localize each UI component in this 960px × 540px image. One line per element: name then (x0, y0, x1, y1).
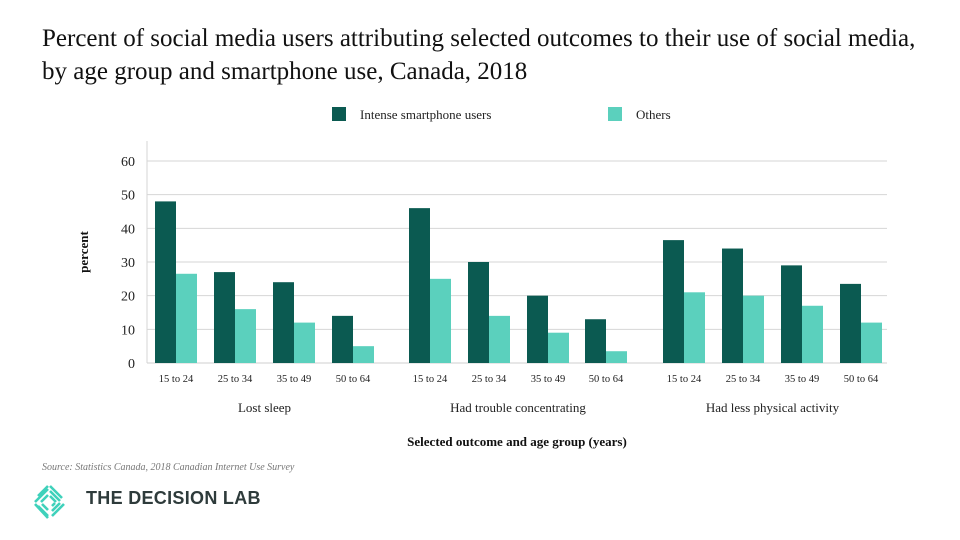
bar-intense (585, 319, 606, 363)
x-tick-label: 50 to 64 (844, 374, 879, 385)
bar-others (606, 351, 627, 363)
bar-intense (332, 315, 353, 363)
y-tick-label: 40 (121, 222, 135, 237)
bar-intense (273, 282, 294, 363)
x-tick-label: 35 to 49 (531, 374, 565, 385)
x-tick-label: 15 to 24 (667, 374, 702, 385)
bar-intense (214, 272, 235, 363)
bar-others (861, 322, 882, 363)
bar-others (548, 332, 569, 363)
bar-others (489, 315, 510, 363)
y-tick-label: 60 (121, 155, 135, 170)
y-tick-label: 0 (128, 357, 135, 372)
x-tick-label: 15 to 24 (413, 374, 448, 385)
y-axis-title: percent (76, 231, 91, 273)
bar-others (235, 309, 256, 363)
legend-swatch (332, 107, 346, 121)
x-tick-label: 25 to 34 (726, 374, 761, 385)
bar-others (353, 346, 374, 363)
bar-others (684, 292, 705, 363)
bar-others (743, 295, 764, 363)
bar-intense (527, 295, 548, 363)
group-label: Had less physical activity (706, 400, 840, 415)
source-note: Source: Statistics Canada, 2018 Canadian… (42, 462, 295, 473)
bar-others (430, 278, 451, 363)
y-tick-label: 10 (121, 323, 135, 338)
x-tick-label: 50 to 64 (336, 374, 371, 385)
group-label: Lost sleep (238, 400, 291, 415)
x-tick-label: 35 to 49 (785, 374, 819, 385)
bar-intense (722, 248, 743, 363)
bar-intense (468, 262, 489, 363)
bar-others (802, 305, 823, 363)
y-tick-label: 20 (121, 290, 135, 305)
bar-intense (155, 201, 176, 363)
bar-others (294, 322, 315, 363)
group-label: Had trouble concentrating (450, 400, 586, 415)
bar-others (176, 273, 197, 363)
y-tick-label: 30 (121, 256, 135, 271)
chart-title: Percent of social media users attributin… (42, 25, 916, 85)
x-tick-label: 35 to 49 (277, 374, 311, 385)
x-axis-title: Selected outcome and age group (years) (407, 434, 627, 449)
bar-intense (781, 265, 802, 363)
legend-swatch (608, 107, 622, 121)
legend-label: Others (636, 107, 671, 122)
x-tick-label: 25 to 34 (472, 374, 507, 385)
y-tick-label: 50 (121, 189, 135, 204)
x-tick-label: 25 to 34 (218, 374, 253, 385)
x-tick-label: 50 to 64 (589, 374, 624, 385)
brand-name: THE DECISION LAB (86, 488, 261, 508)
bar-intense (840, 283, 861, 363)
x-tick-label: 15 to 24 (159, 374, 194, 385)
bar-intense (409, 208, 430, 363)
bar-intense (663, 240, 684, 363)
legend-label: Intense smartphone users (360, 107, 491, 122)
decision-lab-logo-icon (34, 485, 65, 519)
